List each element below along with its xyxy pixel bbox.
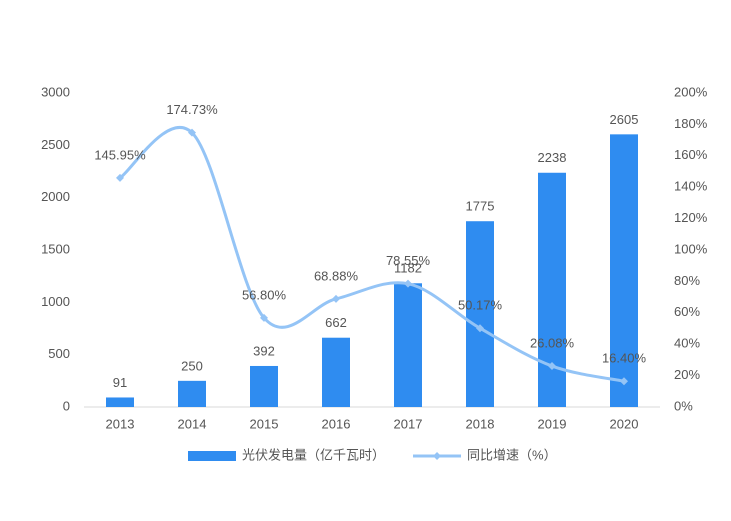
y2-tick-label: 200%	[674, 84, 708, 99]
bar	[394, 283, 422, 407]
line-value-label: 68.88%	[314, 268, 359, 283]
x-tick-label: 2013	[106, 416, 135, 431]
x-tick-label: 2019	[538, 416, 567, 431]
bar	[610, 134, 638, 408]
line	[119, 125, 625, 383]
legend-label: 光伏发电量（亿千瓦时）	[242, 447, 385, 462]
bar-value-label: 662	[325, 315, 347, 330]
line-marker	[620, 377, 628, 386]
y-tick-label: 500	[48, 346, 70, 361]
bar	[538, 172, 566, 407]
line-value-label: 174.73%	[166, 102, 218, 117]
x-tick-label: 2015	[250, 416, 279, 431]
y2-tick-label: 20%	[674, 367, 700, 382]
line-marker	[332, 294, 340, 303]
line-value-label: 26.08%	[530, 335, 575, 350]
y2-tick-label: 40%	[674, 336, 700, 351]
bar	[250, 365, 278, 407]
line-marker	[548, 362, 556, 371]
line-marker	[260, 313, 268, 322]
y2-tick-label: 80%	[674, 273, 700, 288]
bar-value-label: 392	[253, 343, 275, 358]
bar	[106, 397, 134, 407]
y2-tick-label: 160%	[674, 147, 708, 162]
bar-value-label: 1775	[466, 199, 495, 214]
legend-label: 同比增速（%）	[467, 447, 557, 462]
y-tick-label: 2500	[41, 137, 70, 152]
y-tick-label: 3000	[41, 84, 70, 99]
bar	[466, 221, 494, 407]
bar-value-label: 91	[113, 375, 127, 390]
legend-swatch-marker	[433, 452, 442, 460]
x-tick-label: 2018	[466, 416, 495, 431]
y2-tick-label: 120%	[674, 210, 708, 225]
line-marker	[476, 324, 484, 333]
y2-tick-label: 140%	[674, 179, 708, 194]
line-value-label: 56.80%	[242, 287, 287, 302]
bar-value-label: 250	[181, 358, 203, 373]
line-marker	[404, 279, 412, 288]
y2-tick-label: 0%	[674, 398, 693, 413]
y2-tick-label: 180%	[674, 116, 708, 131]
line-marker	[116, 173, 124, 182]
x-tick-label: 2014	[178, 416, 207, 431]
x-tick-label: 2017	[394, 416, 423, 431]
x-tick-label: 2016	[322, 416, 351, 431]
line-value-label: 16.40%	[602, 351, 647, 366]
y-tick-label: 0	[63, 398, 70, 413]
bar	[322, 337, 350, 407]
bar-value-label: 1182	[394, 261, 422, 276]
bar-value-label: 2605	[610, 112, 639, 127]
x-tick-label: 2020	[610, 416, 639, 431]
bar	[178, 380, 206, 407]
legend-swatch	[188, 451, 236, 461]
line-value-label: 78.55%	[386, 253, 431, 268]
line-value-label: 145.95%	[94, 147, 146, 162]
line-value-label: 50.17%	[458, 298, 503, 313]
bar-value-label: 2238	[538, 150, 567, 165]
line-marker	[188, 128, 196, 137]
y-tick-label: 1500	[41, 241, 70, 256]
y2-tick-label: 100%	[674, 241, 708, 256]
y2-tick-label: 60%	[674, 304, 700, 319]
y-tick-label: 1000	[41, 294, 70, 309]
y-tick-label: 2000	[41, 189, 70, 204]
